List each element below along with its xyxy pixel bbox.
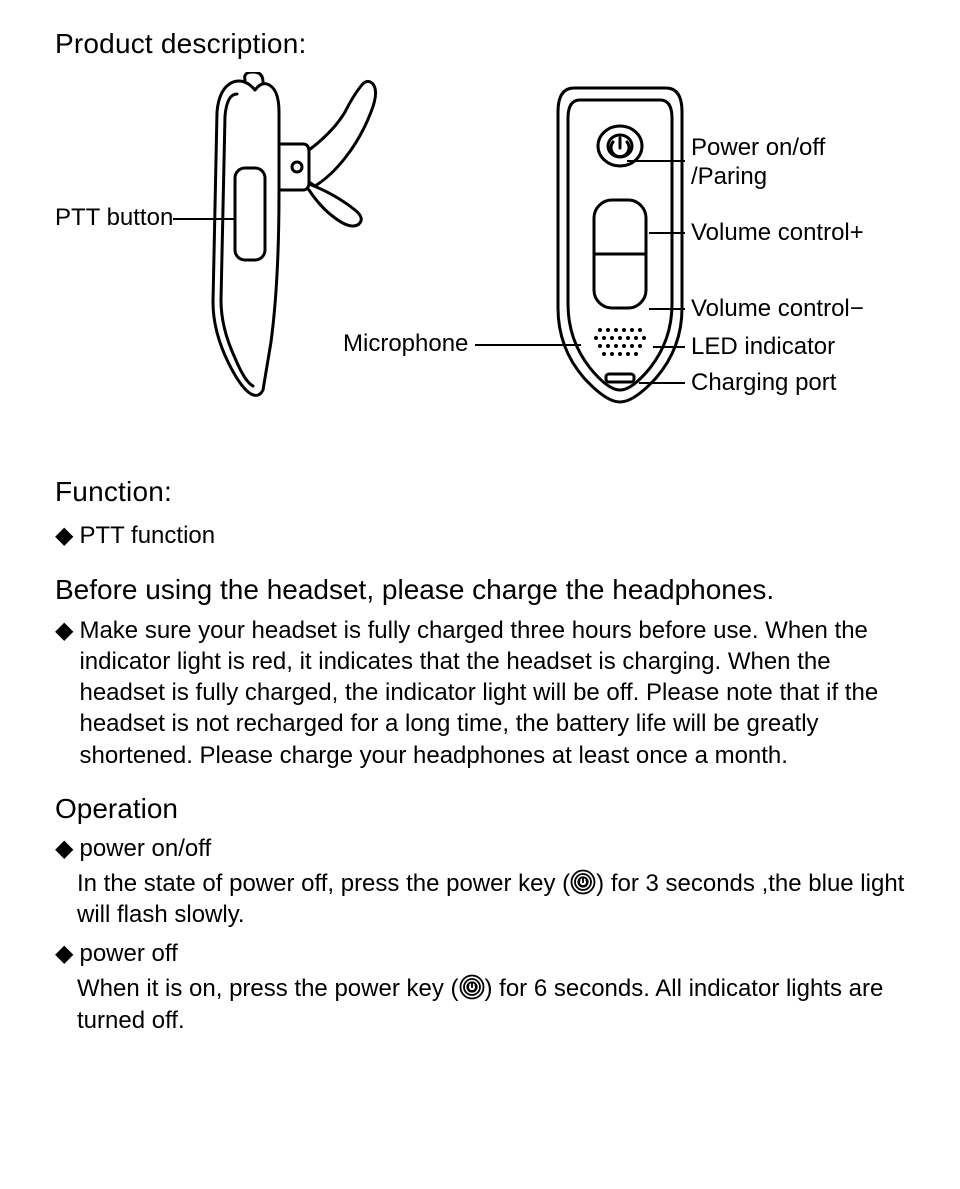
operation-item-title: power off [79, 938, 905, 969]
operation-item-title: power on/off [79, 833, 905, 864]
op-body-pre: When it is on, press the power key ( [77, 975, 459, 1002]
operation-item: ◆ power off [55, 938, 905, 969]
callout-line [649, 308, 685, 310]
headset-front-view [550, 78, 690, 408]
power-icon [570, 869, 596, 895]
bullet-glyph: ◆ [55, 520, 73, 551]
callout-line [653, 346, 685, 348]
heading-charge: Before using the headset, please charge … [55, 573, 905, 607]
bullet-glyph: ◆ [55, 615, 73, 646]
callout-line [639, 382, 685, 384]
op-body-pre: In the state of power off, press the pow… [77, 870, 570, 897]
callout-line [649, 232, 685, 234]
heading-product-description: Product description: [55, 28, 905, 60]
bullet-glyph: ◆ [55, 938, 73, 969]
callout-line [475, 344, 581, 346]
label-volume-down: Volume control− [691, 295, 864, 323]
manual-page: Product description: [0, 0, 960, 1189]
headset-side-view [185, 72, 415, 412]
heading-function: Function: [55, 476, 905, 508]
charge-bullet: ◆ Make sure your headset is fully charge… [55, 615, 905, 771]
operation-item: ◆ power on/off [55, 833, 905, 864]
label-ptt-button: PTT button [55, 204, 173, 232]
charge-text: Make sure your headset is fully charged … [79, 615, 905, 771]
label-volume-up: Volume control+ [691, 219, 864, 247]
power-icon [459, 974, 485, 1000]
callout-line [173, 218, 235, 220]
label-led: LED indicator [691, 333, 835, 361]
callout-line [627, 160, 685, 162]
function-item-text: PTT function [79, 520, 905, 551]
label-charging: Charging port [691, 369, 836, 397]
function-item: ◆ PTT function [55, 520, 905, 551]
bullet-glyph: ◆ [55, 833, 73, 864]
operation-item-body: In the state of power off, press the pow… [77, 868, 905, 930]
label-power: Power on/off /Paring [691, 134, 881, 192]
heading-operation: Operation [55, 793, 905, 825]
label-microphone: Microphone [343, 330, 468, 358]
operation-item-body: When it is on, press the power key () fo… [77, 973, 905, 1035]
product-diagram: PTT button Microphone Power on/off /Pari… [55, 72, 905, 432]
